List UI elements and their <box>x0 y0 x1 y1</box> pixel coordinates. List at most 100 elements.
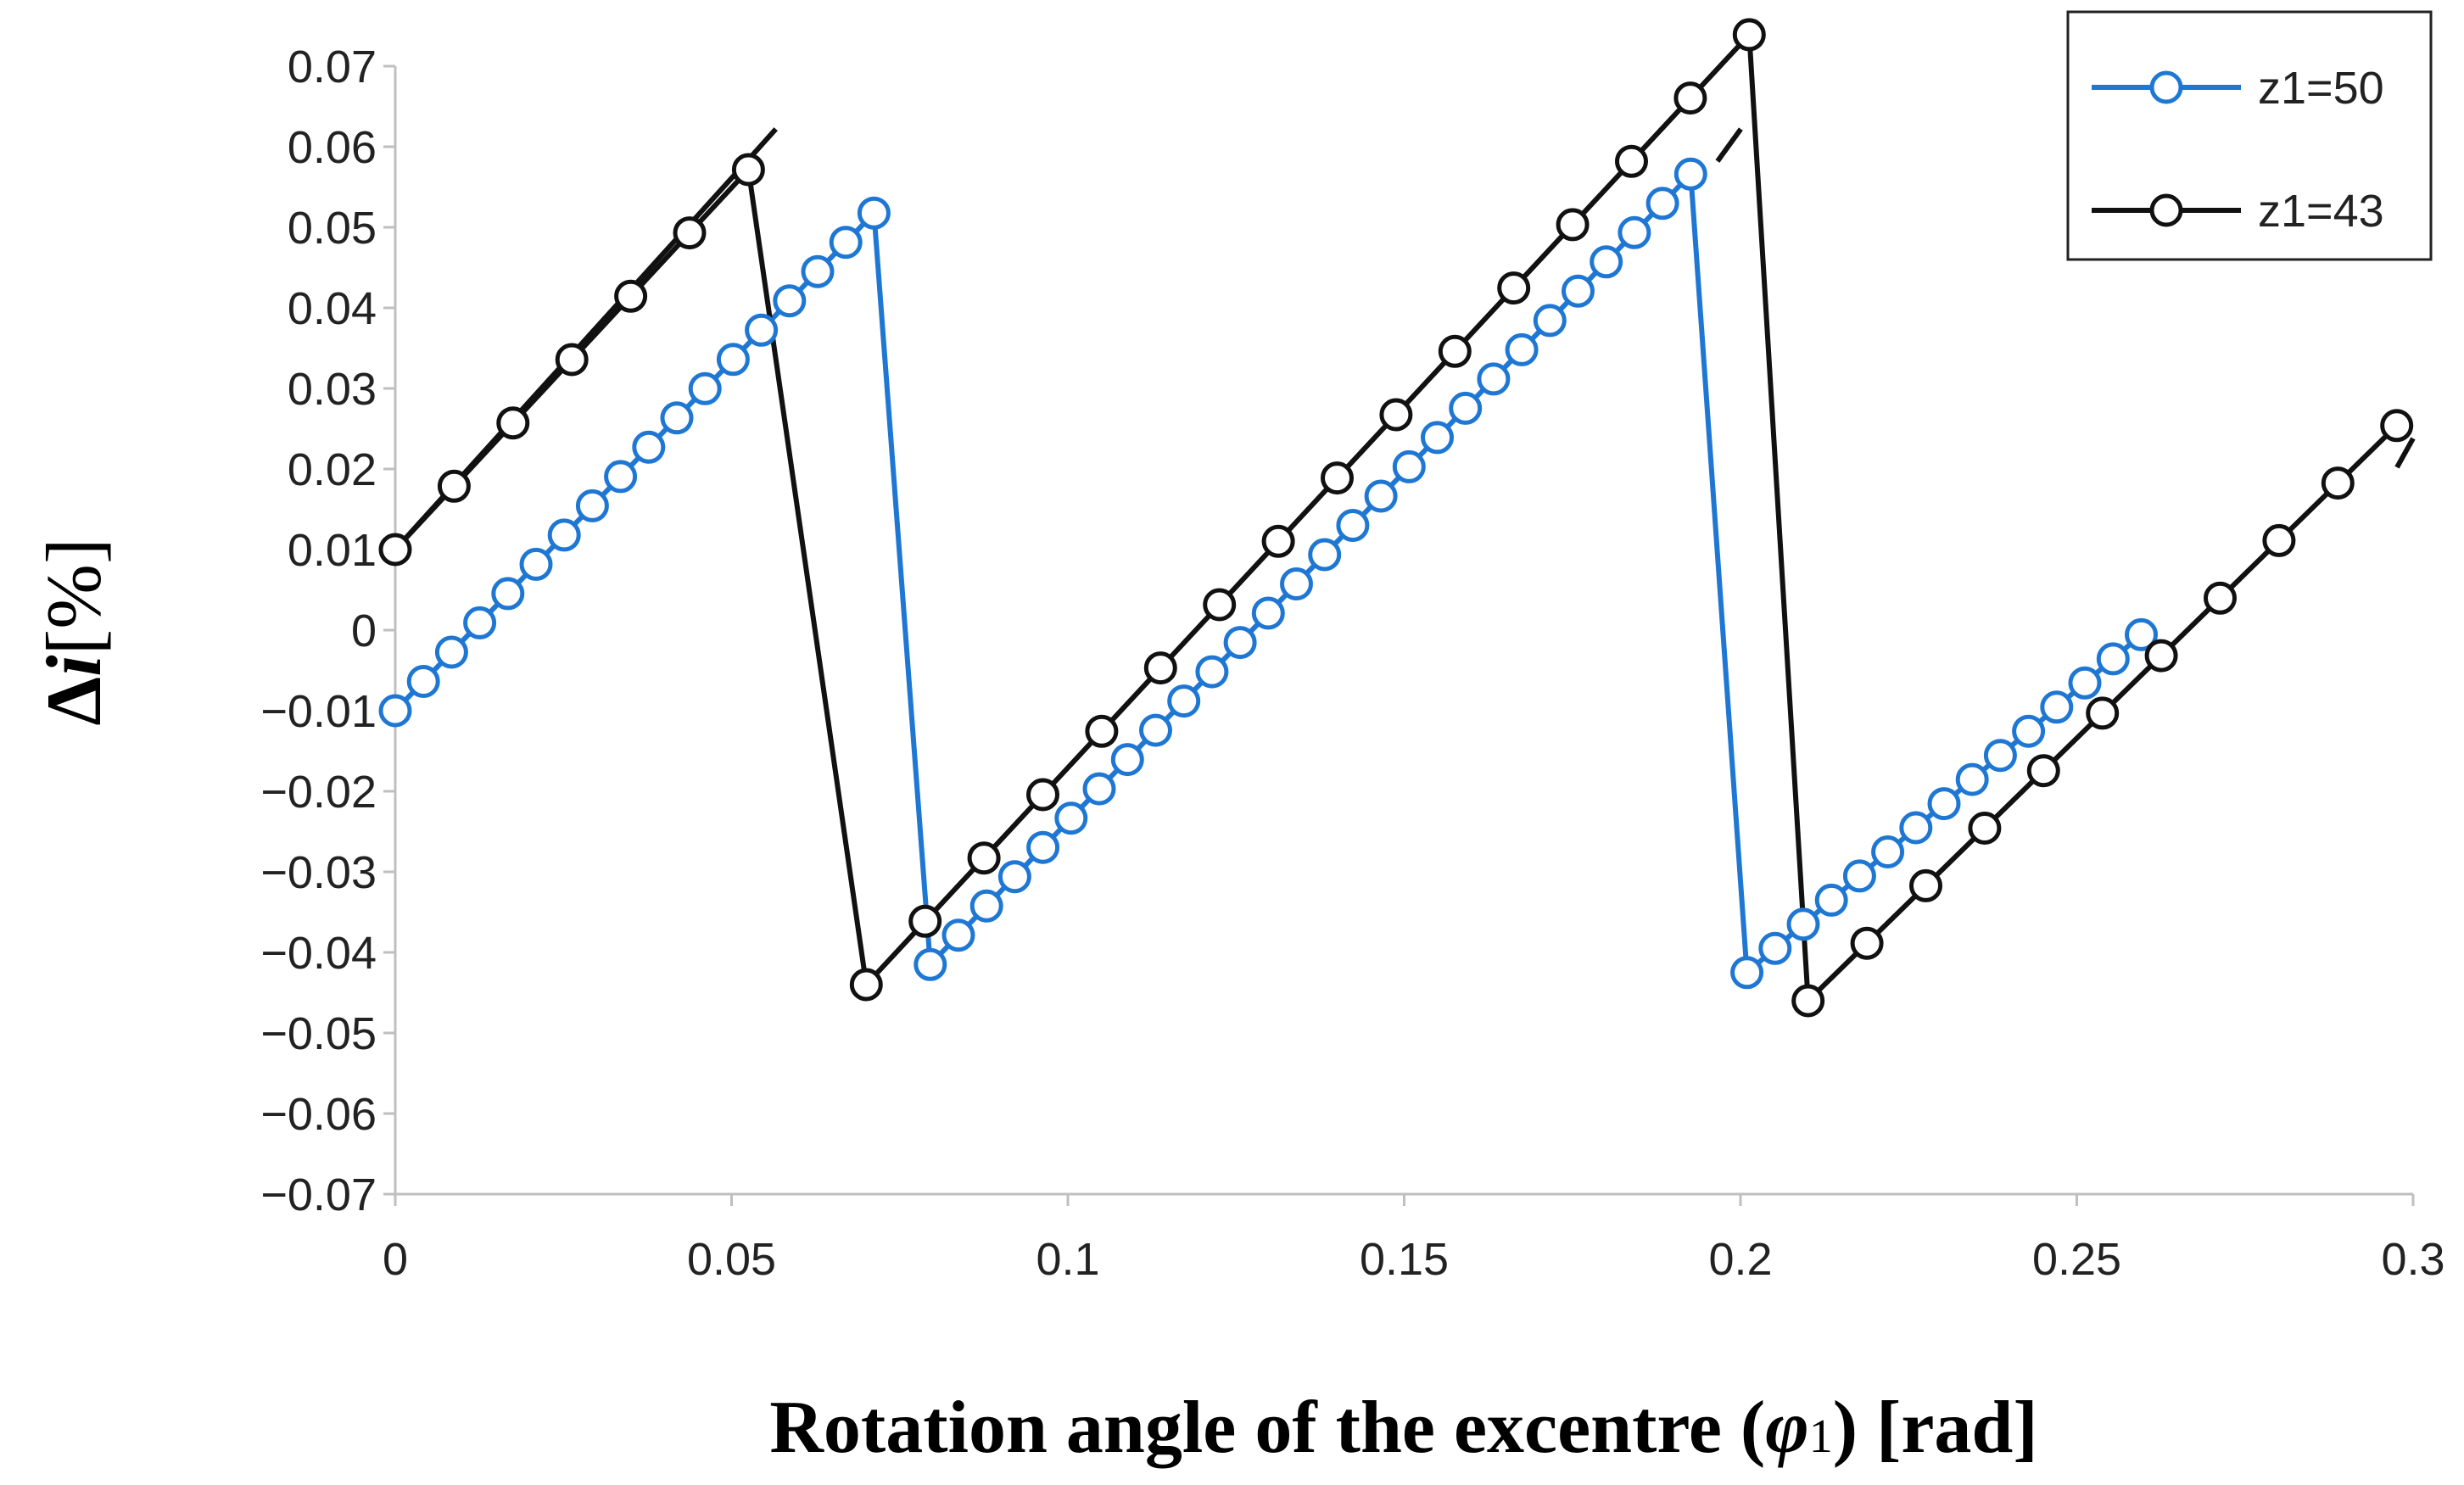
x-axis-title-tail: ) [rad] <box>1833 1387 2038 1469</box>
point-z1-43-19 <box>1556 208 1590 242</box>
point-z1-50-48 <box>1786 907 1820 941</box>
point-z1-43-28 <box>2086 696 2120 730</box>
legend-label-z1-50: z1=50 <box>2258 63 2384 114</box>
y-tick-label-2: 0.05 <box>288 203 377 254</box>
y-axis-title-tail: [%] <box>31 538 117 655</box>
y-tick-label-1: 0.06 <box>288 122 377 173</box>
y-tick-label-10: −0.03 <box>260 847 377 898</box>
y-tick-labels: 0.07 0.06 0.05 0.04 0.03 0.02 0.01 0 −0.01 −0.02 −… <box>260 42 377 1220</box>
y-axis-title-symbol: Δ <box>31 677 117 726</box>
point-z1-43-16 <box>1379 398 1413 432</box>
y-tick-label-8: −0.01 <box>260 686 377 737</box>
point-z1-50-37 <box>1449 391 1483 425</box>
point-z1-43-17 <box>1438 334 1472 368</box>
point-z1-50-30 <box>1251 596 1285 630</box>
x-tick-label-4: 0.2 <box>1708 1234 1772 1285</box>
x-tick-label-5: 0.25 <box>2032 1234 2121 1285</box>
point-z1-43-4 <box>614 279 648 313</box>
point-z1-50-59 <box>2096 642 2130 676</box>
x-tick-labels: 0 0.05 0.1 0.15 0.2 0.25 0.3 <box>383 1234 2445 1285</box>
point-z1-43-10 <box>1026 778 1059 812</box>
point-z1-43-8 <box>908 904 942 938</box>
point-z1-50-31 <box>1280 567 1313 600</box>
point-z1-50-41 <box>1562 274 1595 308</box>
legend-marker-z1-50 <box>2149 70 2183 104</box>
y-tick-label-0: 0.07 <box>288 42 377 92</box>
x-tick-marks <box>394 1194 2415 1206</box>
point-z1-50-57 <box>2040 690 2074 724</box>
point-z1-50-21 <box>997 860 1031 894</box>
point-z1-50-43 <box>1618 215 1651 249</box>
point-z1-50-17 <box>857 196 891 230</box>
x-tick-label-6: 0.3 <box>2381 1234 2444 1285</box>
point-z1-50-23 <box>1054 801 1088 835</box>
point-z1-43-18 <box>1497 271 1531 305</box>
y-tick-label-5: 0.02 <box>288 444 377 495</box>
y-tick-label-9: −0.02 <box>260 767 377 818</box>
y-tick-label-13: −0.06 <box>260 1089 377 1140</box>
point-z1-43-2 <box>496 406 530 440</box>
y-tick-label-6: 0.01 <box>288 525 377 576</box>
point-z1-50-27 <box>1167 684 1201 718</box>
point-z1-50-20 <box>969 889 1003 923</box>
point-z1-43-5 <box>673 216 707 250</box>
point-z1-50-54 <box>1955 762 1989 796</box>
point-z1-43-24 <box>1850 926 1884 960</box>
point-z1-43-9 <box>967 841 1001 875</box>
point-z1-43-6 <box>731 153 765 187</box>
x-tick-label-2: 0.1 <box>1036 1234 1099 1285</box>
point-z1-50-32 <box>1308 538 1342 572</box>
point-z1-43-31 <box>2262 523 2296 557</box>
x-axis-title: Rotation angle of the excentre (φ1) [rad… <box>769 1387 2037 1469</box>
series-line-z1-43 <box>393 31 2399 1003</box>
point-z1-50-22 <box>1026 830 1060 864</box>
point-z1-50-60 <box>2125 617 2158 651</box>
point-z1-50-13 <box>745 313 779 347</box>
point-z1-50-49 <box>1814 883 1848 917</box>
y-axis-title: Δi[%] <box>31 538 117 725</box>
point-z1-50-55 <box>1983 739 2017 773</box>
y-tick-label-11: −0.04 <box>260 928 377 979</box>
point-z1-50-8 <box>604 460 638 494</box>
point-z1-50-45 <box>1673 157 1707 191</box>
point-z1-50-40 <box>1533 304 1567 338</box>
point-z1-50-36 <box>1421 421 1454 455</box>
y-tick-label-7: 0 <box>351 606 377 656</box>
point-z1-50-10 <box>660 401 694 435</box>
point-z1-50-18 <box>914 947 947 981</box>
point-z1-43-3 <box>555 343 589 377</box>
point-z1-50-25 <box>1110 743 1144 777</box>
x-tick-label-0: 0 <box>383 1234 408 1285</box>
point-z1-50-28 <box>1195 655 1229 689</box>
point-z1-50-51 <box>1871 835 1905 868</box>
point-z1-43-22 <box>1732 18 1766 52</box>
x-axis-title-symbol: φ <box>1765 1387 1808 1469</box>
legend-box <box>2066 10 2433 261</box>
point-z1-50-26 <box>1139 713 1172 747</box>
legend-entry-z1-43: z1=43 <box>2092 186 2384 237</box>
point-z1-43-7 <box>849 968 883 1002</box>
point-z1-50-12 <box>716 343 750 377</box>
point-z1-43-32 <box>2321 466 2355 500</box>
point-z1-43-1 <box>437 469 471 503</box>
point-z1-50-4 <box>491 577 525 611</box>
x-axis-title-main: Rotation angle of the excentre ( <box>769 1387 1765 1469</box>
point-z1-50-19 <box>941 918 975 952</box>
point-z1-43-33 <box>2380 409 2414 443</box>
point-z1-50-7 <box>575 488 609 522</box>
point-z1-50-39 <box>1505 332 1539 366</box>
point-z1-43-14 <box>1261 524 1295 558</box>
point-z1-50-29 <box>1223 626 1257 660</box>
point-z1-43-30 <box>2204 581 2237 615</box>
connector-line-2 <box>2394 437 2416 469</box>
x-tick-label-3: 0.15 <box>1360 1234 1449 1285</box>
point-z1-43-27 <box>2026 754 2060 788</box>
point-z1-50-42 <box>1590 245 1623 279</box>
point-z1-50-11 <box>688 371 722 405</box>
point-z1-50-3 <box>463 606 497 639</box>
point-z1-50-44 <box>1645 187 1679 221</box>
series-markers <box>378 18 2414 1018</box>
point-z1-43-12 <box>1143 651 1177 685</box>
x-tick-label-1: 0.05 <box>687 1234 776 1285</box>
